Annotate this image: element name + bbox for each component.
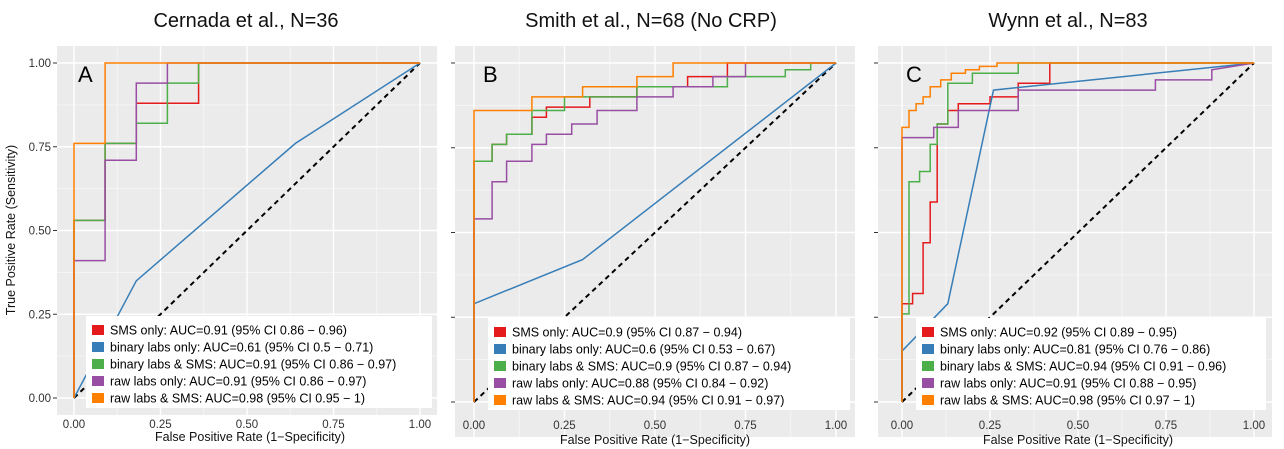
panel-a-x-axis-label: False Positive Rate (1−Specificity): [155, 430, 345, 444]
panel-c-title: Wynn et al., N=83: [988, 10, 1147, 32]
legend-swatch: [922, 378, 934, 388]
panel-a-x-ticks: 0.00 0.25 0.50 0.75 1.00: [63, 419, 431, 431]
panel-b-curves: [473, 62, 837, 402]
panel-c-legend: SMS only: AUC=0.92 (95% CI 0.89 − 0.95) b…: [916, 318, 1266, 410]
x-tick-label: 0.25: [149, 419, 171, 431]
x-tick-label: 0.50: [236, 419, 258, 431]
panel-b-legend: SMS only: AUC=0.9 (95% CI 0.87 − 0.94) bi…: [488, 318, 850, 410]
panel-b-x-axis-label: False Positive Rate (1−Specificity): [560, 433, 750, 447]
panel-a-letter: A: [78, 62, 93, 87]
roc-curve-4: [473, 62, 836, 402]
panel-c: Wynn et al., N=83 C 0.00 0.25 0.50 0.75 1.00…: [874, 10, 1272, 447]
panel-b-title: Smith et al., N=68 (No CRP): [525, 10, 777, 32]
panel-c-x-axis-label: False Positive Rate (1−Specificity): [983, 433, 1173, 447]
y-tick-label: 1.00: [29, 58, 51, 70]
roc-curve-3: [473, 62, 836, 402]
legend-swatch: [92, 342, 104, 352]
legend-swatch: [92, 376, 104, 386]
legend-entry: binary labs only: AUC=0.81 (95% CI 0.76 …: [940, 343, 1210, 357]
panel-a-y-ticks: 0.00 0.25 0.50 0.75 1.00: [29, 58, 57, 405]
panel-a-title: Cernada et al., N=36: [153, 10, 338, 32]
legend-entry: raw labs only: AUC=0.91 (95% CI 0.88 − 0…: [940, 377, 1196, 391]
x-tick-label: 0.25: [979, 420, 1001, 432]
panel-c-letter: C: [906, 62, 922, 87]
legend-entry: binary labs & SMS: AUC=0.9 (95% CI 0.87 …: [512, 360, 791, 374]
x-tick-label: 0.00: [63, 419, 85, 431]
legend-entry: binary labs & SMS: AUC=0.91 (95% CI 0.86…: [110, 358, 396, 372]
panel-b: Smith et al., N=68 (No CRP) B 0.00 0.25 0.…: [451, 10, 855, 447]
x-tick-label: 0.25: [553, 420, 575, 432]
x-tick-label: 0.75: [1155, 420, 1177, 432]
y-tick-label: 0.00: [29, 393, 51, 405]
roc-curve-3: [73, 62, 420, 398]
y-tick-label: 0.25: [29, 309, 51, 321]
legend-swatch: [922, 395, 934, 405]
legend-entry: raw labs & SMS: AUC=0.98 (95% CI 0.95 − …: [110, 392, 365, 406]
legend-swatch: [494, 344, 506, 354]
y-tick-label: 0.50: [29, 226, 51, 238]
roc-curve-2: [901, 62, 1254, 402]
panel-c-x-ticks: 0.00 0.25 0.50 0.75 1.00: [891, 420, 1265, 432]
panel-a-legend: SMS only: AUC=0.91 (95% CI 0.86 − 0.96) b…: [86, 316, 432, 408]
panel-c-curves: [901, 62, 1255, 402]
legend-swatch: [494, 361, 506, 371]
panel-c-y-ticks: [874, 62, 878, 403]
panel-b-y-ticks: [451, 62, 455, 403]
legend-swatch: [922, 361, 934, 371]
legend-swatch: [92, 359, 104, 369]
y-axis-label: True Positive Rate (Sensitivity): [4, 145, 18, 315]
legend-swatch: [494, 327, 506, 337]
legend-swatch: [922, 327, 934, 337]
legend-swatch: [92, 393, 104, 403]
roc-curve-4: [73, 62, 420, 398]
legend-swatch: [494, 378, 506, 388]
x-tick-label: 0.75: [322, 419, 344, 431]
x-tick-label: 1.00: [409, 419, 431, 431]
panel-b-x-ticks: 0.00 0.25 0.50 0.75 1.00: [463, 420, 847, 432]
roc-curve-4: [901, 62, 1254, 402]
legend-entry: SMS only: AUC=0.92 (95% CI 0.89 − 0.95): [940, 326, 1177, 340]
legend-box: [916, 318, 1266, 410]
legend-entry: binary labs only: AUC=0.61 (95% CI 0.5 −…: [110, 341, 373, 355]
x-tick-label: 0.00: [463, 420, 485, 432]
x-tick-label: 0.50: [644, 420, 666, 432]
legend-swatch: [922, 344, 934, 354]
panel-b-letter: B: [483, 62, 498, 87]
legend-swatch: [494, 395, 506, 405]
legend-entry: raw labs & SMS: AUC=0.94 (95% CI 0.91 − …: [512, 394, 784, 408]
legend-entry: raw labs only: AUC=0.88 (95% CI 0.84 − 0…: [512, 377, 768, 391]
legend-box: [86, 316, 432, 408]
roc-curve-3: [901, 62, 1255, 402]
legend-entry: raw labs only: AUC=0.91 (95% CI 0.86 − 0…: [110, 375, 366, 389]
x-tick-label: 0.75: [734, 420, 756, 432]
legend-box: [488, 318, 850, 410]
x-tick-label: 1.00: [1243, 420, 1265, 432]
panel-a-curves: [73, 62, 421, 399]
y-tick-label: 0.75: [29, 142, 51, 154]
legend-entry: binary labs only: AUC=0.6 (95% CI 0.53 −…: [512, 343, 775, 357]
x-tick-label: 0.00: [891, 420, 913, 432]
legend-swatch: [92, 325, 104, 335]
x-tick-label: 0.50: [1067, 420, 1089, 432]
legend-entry: binary labs & SMS: AUC=0.94 (95% CI 0.91…: [940, 360, 1226, 374]
legend-entry: raw labs & SMS: AUC=0.98 (95% CI 0.97 − …: [940, 394, 1195, 408]
panel-a: Cernada et al., N=36 A 0.00 0.25 0.50 0.75 1…: [29, 10, 437, 444]
legend-entry: SMS only: AUC=0.9 (95% CI 0.87 − 0.94): [512, 326, 742, 340]
legend-entry: SMS only: AUC=0.91 (95% CI 0.86 − 0.96): [110, 324, 347, 338]
x-tick-label: 1.00: [825, 420, 847, 432]
